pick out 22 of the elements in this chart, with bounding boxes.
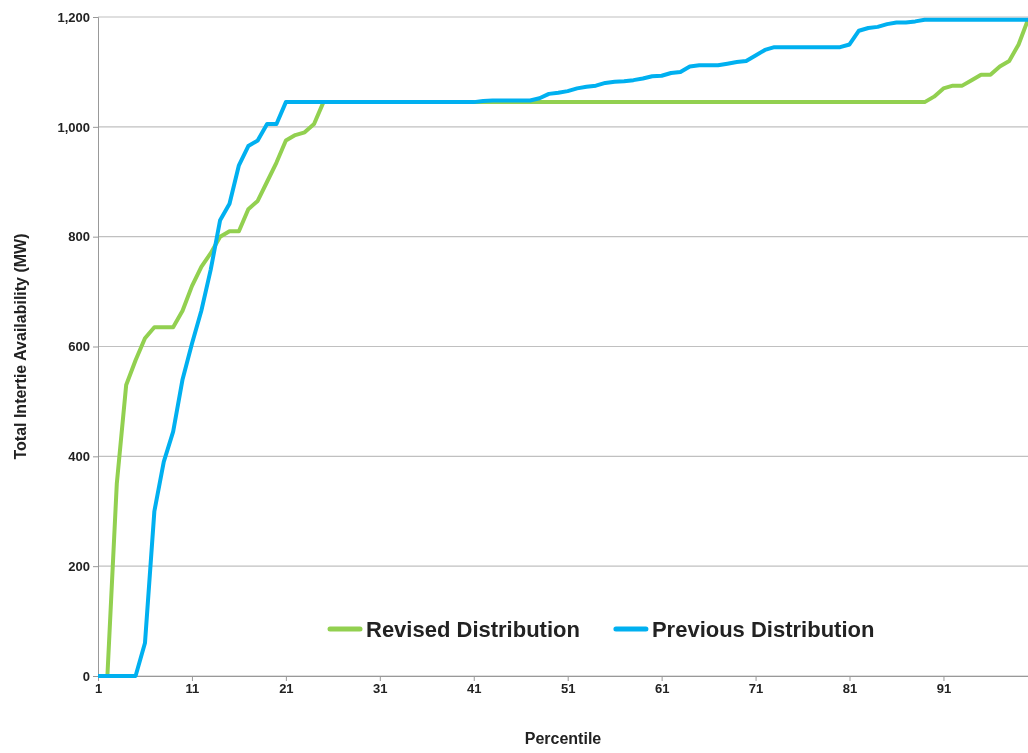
x-tick-label: 41 bbox=[467, 681, 482, 697]
line-series bbox=[96, 17, 1028, 678]
y-tick-label: 600 bbox=[68, 339, 90, 355]
legend-label: Revised Distribution bbox=[366, 617, 580, 642]
x-tick-label: 31 bbox=[373, 681, 388, 697]
y-tick-label: 800 bbox=[68, 229, 90, 245]
x-tick-label: 1 bbox=[94, 681, 103, 697]
x-tick-label: 81 bbox=[842, 681, 858, 697]
x-tick-label: 61 bbox=[654, 681, 670, 697]
y-tick-label: 0 bbox=[82, 668, 90, 684]
x-axis-title: Percentile bbox=[524, 730, 602, 747]
x-tick-label: 21 bbox=[279, 681, 294, 697]
y-tick-label: 400 bbox=[68, 448, 90, 464]
x-tick-label: 11 bbox=[185, 681, 200, 697]
x-tick-label: 71 bbox=[748, 681, 764, 697]
legend-label: Previous Distribution bbox=[651, 617, 875, 642]
y-tick-label: 1,200 bbox=[57, 9, 90, 25]
x-tick-label: 91 bbox=[936, 681, 952, 697]
x-tick-label: 51 bbox=[560, 681, 576, 697]
y-tick-label: 1,000 bbox=[57, 119, 90, 135]
y-axis-title: Total Intertie Availability (MW) bbox=[12, 233, 29, 460]
y-tick-label: 200 bbox=[68, 558, 90, 574]
